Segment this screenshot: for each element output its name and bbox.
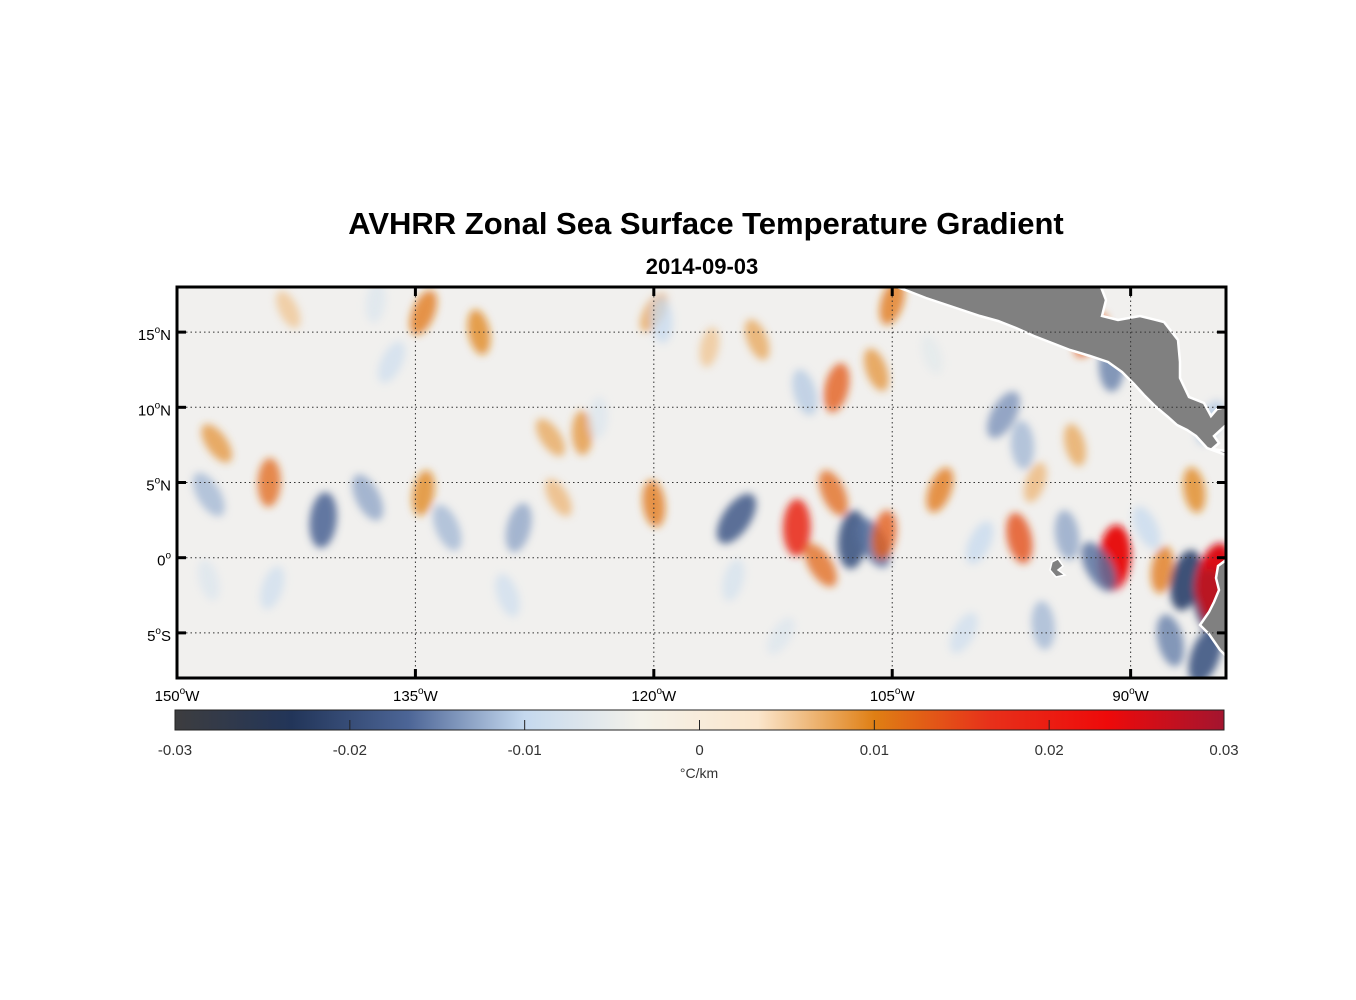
gradient-feature bbox=[965, 521, 994, 564]
lon-tick-label: 150oW bbox=[155, 686, 201, 705]
colorbar-units-label: °C/km bbox=[680, 765, 718, 781]
colorbar-ticks: -0.03 -0.02 -0.01 0 0.01 0.02 0.03 bbox=[158, 720, 1239, 759]
lat-tick-label: 5oN bbox=[146, 476, 171, 495]
gradient-feature bbox=[365, 287, 386, 323]
gradient-feature bbox=[1182, 467, 1206, 513]
colorbar-tick-label: -0.01 bbox=[508, 742, 542, 759]
gradient-feature bbox=[411, 470, 435, 516]
gradient-feature bbox=[260, 566, 285, 610]
gradient-feature bbox=[571, 410, 593, 456]
colorbar: -0.03 -0.02 -0.01 0 0.01 0.02 0.03 °C/km bbox=[158, 709, 1239, 781]
gradient-feature bbox=[1054, 510, 1080, 561]
gradient-feature bbox=[1156, 614, 1185, 667]
gradient-feature bbox=[198, 559, 220, 601]
gradient-feature bbox=[1132, 506, 1161, 549]
gradient-feature bbox=[535, 418, 566, 457]
lon-tick-label: 105oW bbox=[870, 686, 916, 705]
lat-tick-label: 5oS bbox=[147, 626, 171, 645]
gradient-feature bbox=[505, 503, 532, 553]
gradient-feature bbox=[699, 327, 720, 368]
lon-tick-label: 120oW bbox=[631, 686, 677, 705]
colorbar-tick-label: -0.03 bbox=[158, 742, 192, 759]
gradient-feature bbox=[818, 470, 848, 516]
colorbar-tick-label: -0.02 bbox=[333, 742, 367, 759]
lat-tick-label: 0o bbox=[157, 551, 171, 570]
sst-gradient-field bbox=[192, 287, 1226, 678]
gradient-feature bbox=[650, 297, 673, 344]
chart-subtitle: 2014-09-03 bbox=[645, 254, 759, 279]
gradient-feature bbox=[276, 290, 301, 329]
latitude-axis: 15oN 10oN 5oN 0o 5oS bbox=[138, 325, 172, 645]
gradient-feature bbox=[949, 612, 978, 654]
gradient-feature bbox=[257, 458, 281, 507]
gradient-feature bbox=[1031, 601, 1055, 650]
gradient-feature bbox=[863, 348, 889, 391]
gradient-feature bbox=[495, 573, 520, 617]
gradient-feature bbox=[716, 493, 757, 544]
gradient-feature bbox=[1010, 420, 1035, 470]
gradient-feature bbox=[588, 396, 608, 439]
colorbar-tick-label: 0.02 bbox=[1035, 742, 1064, 759]
gradient-feature bbox=[804, 543, 837, 587]
gradient-feature bbox=[722, 559, 745, 602]
gradient-feature bbox=[744, 319, 770, 361]
gradient-feature bbox=[432, 504, 462, 551]
gradient-feature bbox=[879, 287, 905, 325]
lat-tick-label: 15oN bbox=[138, 325, 171, 344]
graticule bbox=[177, 287, 1226, 678]
chart-title: AVHRR Zonal Sea Surface Temperature Grad… bbox=[348, 206, 1064, 241]
gradient-feature bbox=[201, 424, 233, 463]
lat-tick-label: 10oN bbox=[138, 400, 171, 419]
gradient-feature bbox=[1006, 512, 1033, 564]
colorbar-tick-label: 0.01 bbox=[860, 742, 889, 759]
gradient-feature bbox=[192, 472, 225, 517]
axis-tick-marks bbox=[177, 287, 1226, 678]
lon-tick-label: 135oW bbox=[393, 686, 439, 705]
gradient-feature bbox=[1023, 462, 1047, 503]
gradient-feature bbox=[823, 363, 850, 413]
gradient-feature bbox=[926, 467, 954, 513]
gradient-feature bbox=[1081, 542, 1117, 592]
gradient-feature bbox=[378, 341, 406, 383]
gradient-feature bbox=[352, 474, 384, 521]
gradient-feature bbox=[783, 499, 811, 557]
colorbar-tick-label: 0 bbox=[695, 742, 703, 759]
gradient-feature bbox=[986, 391, 1020, 439]
longitude-axis: 150oW 135oW 120oW 105oW 90oW bbox=[155, 686, 1150, 705]
central-america-landmass bbox=[896, 287, 1226, 658]
gradient-feature bbox=[1063, 423, 1087, 467]
gradient-feature bbox=[545, 478, 572, 517]
gradient-feature bbox=[409, 290, 438, 335]
gradient-feature bbox=[921, 335, 943, 375]
colorbar-tick-label: 0.03 bbox=[1209, 742, 1238, 759]
lon-tick-label: 90oW bbox=[1112, 686, 1149, 705]
gradient-feature bbox=[767, 617, 795, 655]
gradient-feature bbox=[309, 492, 337, 548]
gradient-feature bbox=[792, 369, 818, 416]
galapagos-islands bbox=[1049, 558, 1067, 578]
central-america-land bbox=[896, 287, 1226, 457]
gradient-feature bbox=[871, 510, 897, 560]
